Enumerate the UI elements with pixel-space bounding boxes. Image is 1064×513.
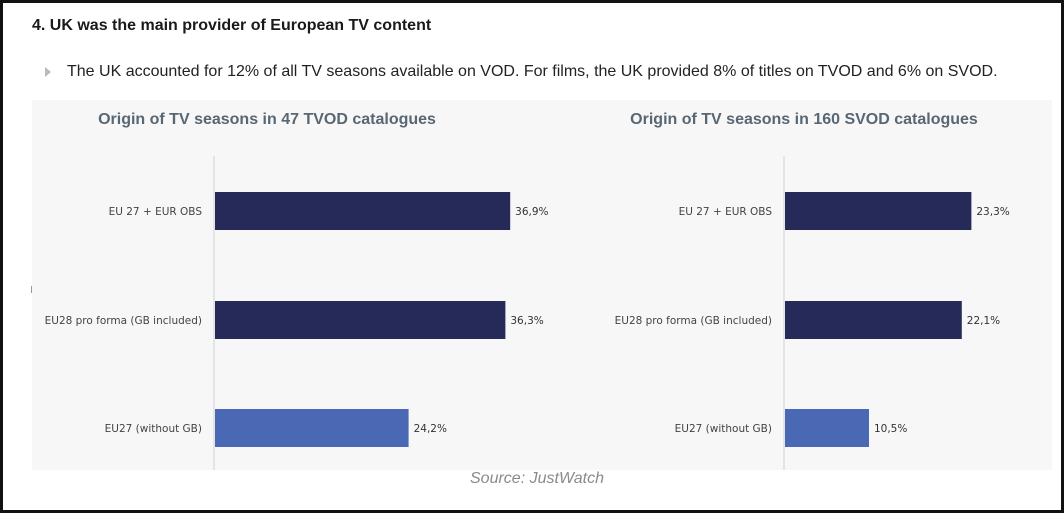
svod-category-label-eu28-pro-forma: EU28 pro forma (GB included) [615,315,772,327]
bullet-arrow-icon [45,67,51,77]
tvod-category-label-eu27-eur-obs: EU 27 + EUR OBS [109,206,203,218]
svod-bar-eu28-pro-forma [785,301,962,339]
tvod-value-label-eu28-pro-forma: 36,3% [510,315,543,327]
section-heading: 4. UK was the main provider of European … [32,17,432,34]
panel-tick-mark [31,286,32,293]
bullet-text: The UK accounted for 12% of all TV seaso… [67,63,998,80]
chart-panel [32,100,1052,470]
tvod-bar-eu27-without-gb [215,409,409,447]
tvod-bar-eu28-pro-forma [215,301,506,339]
tvod-value-label-eu27-without-gb: 24,2% [414,423,447,435]
svod-category-label-eu27-without-gb: EU27 (without GB) [675,423,772,435]
svod-bar-eu27-eur-obs [785,192,972,230]
svod-value-label-eu27-without-gb: 10,5% [874,423,907,435]
tvod-chart-title: Origin of TV seasons in 47 TVOD catalogu… [98,111,436,128]
tvod-category-label-eu27-without-gb: EU27 (without GB) [105,423,202,435]
svod-bar-eu27-without-gb [785,409,869,447]
source-caption: Source: JustWatch [470,470,604,487]
svod-value-label-eu27-eur-obs: 23,3% [976,206,1009,218]
svod-category-label-eu27-eur-obs: EU 27 + EUR OBS [679,206,773,218]
tvod-bar-eu27-eur-obs [215,192,511,230]
bar-charts-svg: EU 27 + EUR OBS 36,9% EU28 pro forma (GB i… [45,156,1010,470]
tvod-value-label-eu27-eur-obs: 36,9% [515,206,548,218]
svod-value-label-eu28-pro-forma: 22,1% [967,315,1000,327]
tvod-category-label-eu28-pro-forma: EU28 pro forma (GB included) [45,315,202,327]
svod-chart-title: Origin of TV seasons in 160 SVOD catalog… [630,111,978,128]
